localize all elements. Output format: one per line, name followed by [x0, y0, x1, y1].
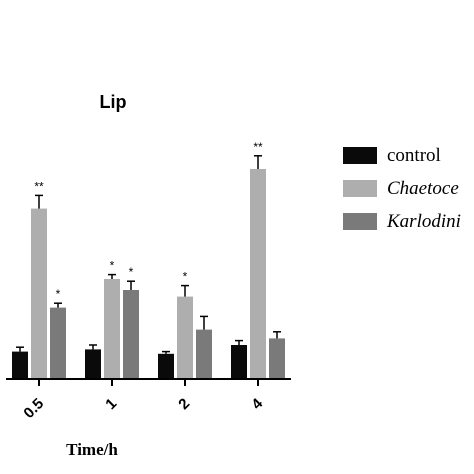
bar-control-0.5: [12, 351, 28, 378]
x-tick-label: 0.5: [20, 395, 47, 422]
legend: control Chaetoce Karlodini: [343, 145, 461, 232]
significance-label: *: [129, 265, 134, 279]
legend-swatch-karlodini: [343, 213, 377, 230]
bar-karlodini-2: [196, 329, 212, 378]
bar-control-1: [85, 349, 101, 378]
x-tick-label: 4: [248, 395, 266, 413]
significance-label: *: [110, 259, 115, 273]
chart-title: Lip: [100, 92, 127, 112]
legend-label: Chaetoce: [387, 178, 459, 199]
legend-label: control: [387, 145, 441, 166]
bar-chaetoce-2: [177, 296, 193, 378]
significance-label: *: [183, 270, 188, 284]
legend-swatch-chaetoce: [343, 180, 377, 197]
significance-label: **: [253, 140, 263, 154]
x-tick-label: 1: [102, 395, 120, 413]
bar-control-4: [231, 345, 247, 378]
bar-chaetoce-0.5: [31, 208, 47, 378]
bar-karlodini-4: [269, 338, 285, 378]
legend-label: Karlodini: [386, 211, 461, 232]
plot-area: **** * ***: [12, 140, 285, 378]
bar-control-2: [158, 353, 174, 378]
significance-label: **: [34, 179, 44, 193]
legend-swatch-control: [343, 147, 377, 164]
bar-chaetoce-4: [250, 169, 266, 378]
bar-chaetoce-1: [104, 279, 120, 378]
bar-karlodini-1: [123, 290, 139, 378]
x-axis-label: Time/h: [66, 440, 118, 459]
x-axis-ticks: 0.5 1 2 4: [20, 379, 267, 422]
x-tick-label: 2: [175, 395, 193, 413]
bar-karlodini-0.5: [50, 307, 66, 378]
significance-label: *: [56, 287, 61, 301]
